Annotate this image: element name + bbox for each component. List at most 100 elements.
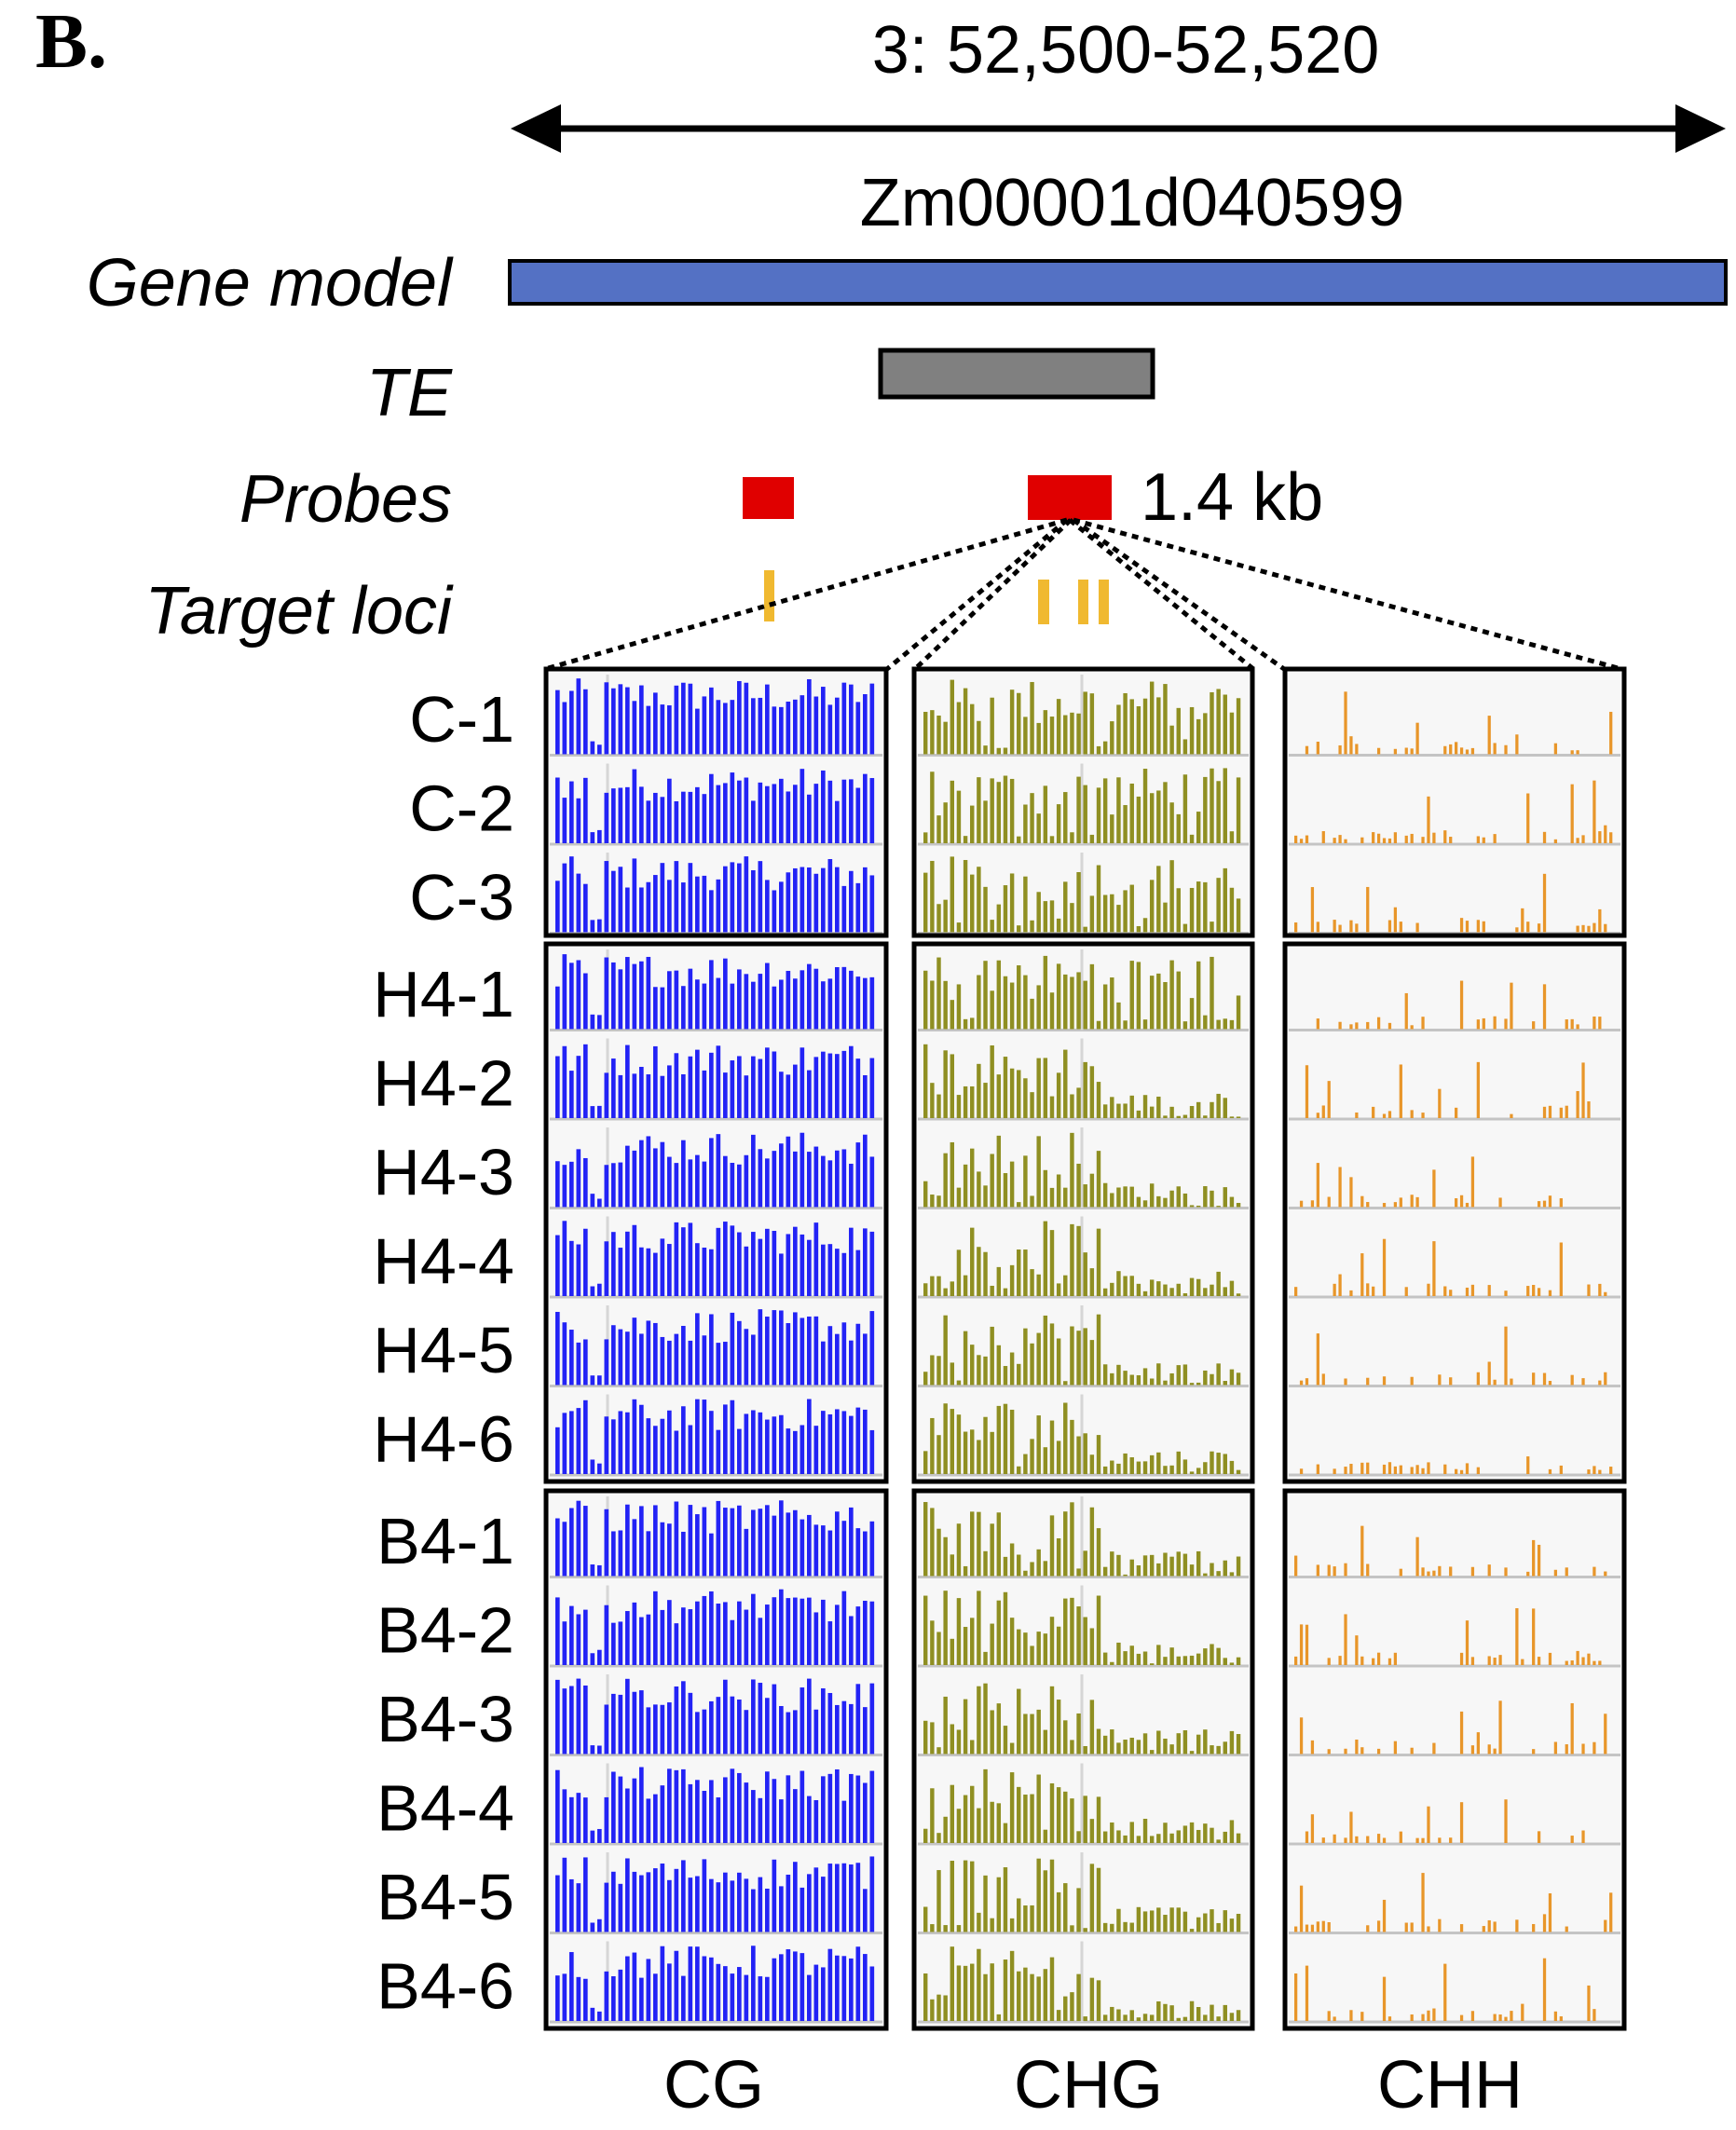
bar [990, 778, 994, 843]
bar [1043, 1829, 1048, 1843]
bar [1338, 744, 1342, 755]
bar [744, 1329, 749, 1386]
bar [977, 1948, 981, 2021]
bar [963, 1431, 968, 1474]
bar [751, 1056, 756, 1118]
bar [990, 1623, 994, 1665]
bar [821, 867, 826, 933]
bar [1438, 1918, 1442, 1932]
bar [813, 1146, 819, 1208]
bar [625, 687, 630, 755]
bar [956, 1095, 962, 1118]
bar [688, 1425, 693, 1474]
bar [1203, 1015, 1208, 1030]
bar [674, 1222, 679, 1296]
bar [576, 678, 581, 755]
bar [1070, 1419, 1074, 1474]
bar [1366, 1836, 1370, 1843]
bar [1043, 1729, 1048, 1755]
bar [1487, 1564, 1491, 1577]
bar [827, 858, 833, 933]
bar [590, 1194, 595, 1208]
bar [983, 1550, 988, 1577]
bar [1310, 1740, 1315, 1755]
bar [597, 1745, 602, 1755]
bar [990, 1801, 994, 1843]
bar [1498, 1197, 1502, 1208]
bar [1443, 1286, 1447, 1296]
bar [821, 1776, 826, 1843]
bar [1355, 744, 1359, 755]
bar [1036, 1549, 1041, 1577]
bar [695, 1313, 700, 1386]
bar [807, 1795, 812, 1843]
bar [709, 1533, 714, 1577]
bar [1110, 721, 1114, 755]
bar [821, 1688, 826, 1755]
bar [1116, 1271, 1121, 1296]
bar [800, 695, 805, 755]
bar [1096, 1728, 1101, 1755]
bar [855, 882, 861, 933]
bar [855, 1142, 861, 1208]
bar [1089, 1507, 1095, 1577]
bar [744, 1246, 749, 1296]
bar [1587, 1284, 1591, 1296]
bar [1498, 1700, 1502, 1755]
bar [667, 1523, 672, 1577]
bar [786, 1234, 791, 1296]
bar [1056, 1072, 1061, 1118]
bar [1203, 1573, 1208, 1577]
bar [1070, 1740, 1074, 1755]
bar [1076, 1606, 1081, 1665]
bar [841, 1252, 847, 1296]
bar [1189, 1277, 1195, 1296]
bar [1376, 1834, 1381, 1843]
bar [1382, 838, 1387, 843]
bar [841, 1700, 847, 1755]
bar [1056, 1338, 1061, 1386]
bar [618, 969, 623, 1030]
bar [869, 1601, 875, 1665]
bar [827, 1621, 833, 1665]
bar [653, 1252, 658, 1296]
bar [1210, 1827, 1214, 1843]
bar [950, 856, 955, 933]
bar [821, 1599, 826, 1665]
bar [1338, 1274, 1342, 1296]
bar [855, 1528, 861, 1577]
bar [555, 1975, 560, 2021]
bar [1216, 689, 1221, 755]
bar [970, 1618, 975, 1665]
bar [1210, 1563, 1214, 1577]
bar [1123, 1921, 1128, 1932]
bar [1236, 995, 1241, 1030]
bar [807, 1597, 812, 1665]
bar [1604, 1571, 1607, 1577]
bar [1110, 1282, 1114, 1296]
bar [1223, 1741, 1227, 1755]
bar [695, 1876, 700, 1932]
bar [625, 1858, 630, 1932]
bar [667, 1244, 672, 1296]
bar [800, 1770, 805, 1843]
bar [1123, 805, 1128, 843]
bar [597, 1105, 602, 1118]
bar [956, 1249, 962, 1296]
bar [590, 1286, 595, 1296]
bar [1123, 1740, 1128, 1755]
bar [1521, 908, 1524, 933]
bar [653, 1704, 658, 1755]
bar [1216, 1839, 1221, 1843]
bar [1532, 1608, 1536, 1665]
bar [625, 1788, 630, 1843]
bar [1003, 1556, 1008, 1577]
bar [990, 1523, 994, 1577]
bar [1542, 1200, 1547, 1208]
bar [1223, 1287, 1227, 1296]
bar [688, 1692, 693, 1755]
bar [681, 1607, 686, 1665]
bar [1189, 1383, 1195, 1386]
bar [758, 1877, 763, 1932]
bar [730, 1619, 735, 1665]
